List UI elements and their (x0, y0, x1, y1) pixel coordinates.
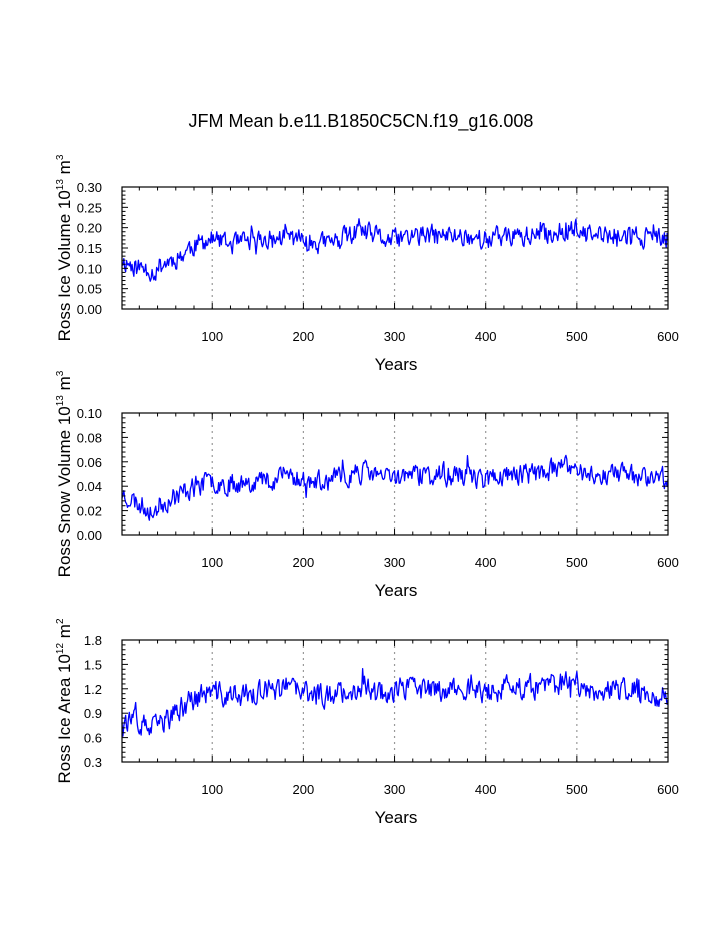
series-line-ross-snow-volume (121, 454, 669, 521)
y-tick-label: 0.00 (77, 528, 102, 543)
x-tick-label: 100 (201, 555, 223, 570)
y-tick-label: 0.02 (77, 504, 102, 519)
x-tick-label: 200 (293, 329, 315, 344)
y-tick-label: 0.20 (77, 221, 102, 236)
y-tick-label: 0.08 (77, 430, 102, 445)
y-tick-label: 0.6 (84, 731, 102, 746)
x-tick-label: 500 (566, 782, 588, 797)
x-axis-title: Years (375, 581, 418, 600)
y-tick-label: 0.30 (77, 180, 102, 195)
x-axis-title: Years (375, 808, 418, 827)
series-line-ross-ice-area (121, 668, 669, 737)
x-tick-label: 400 (475, 329, 497, 344)
y-tick-label: 0.10 (77, 406, 102, 421)
y-tick-label: 1.8 (84, 633, 102, 648)
x-tick-label: 300 (384, 555, 406, 570)
y-tick-label: 0.25 (77, 200, 102, 215)
panel-3: 100 200 300 400 500 600 0.3 0.6 0.9 1.2 1.5 1.8 Year… (55, 618, 679, 827)
y-tick-label: 0.3 (84, 755, 102, 770)
x-axis-title: Years (375, 355, 418, 374)
y-axis-title: Ross Snow Volume 1013 m3 (55, 370, 74, 577)
x-tick-label: 600 (657, 555, 679, 570)
x-tick-label: 100 (201, 329, 223, 344)
y-tick-label: 0.04 (77, 479, 102, 494)
y-tick-label: 0.15 (77, 241, 102, 256)
y-tick-label: 0.00 (77, 302, 102, 317)
panel-1: 100 200 300 400 500 600 0.00 0.05 0.10 0.15 0.20 0.… (55, 154, 679, 374)
x-tick-label: 100 (201, 782, 223, 797)
y-axis-title: Ross Ice Volume 1013 m3 (55, 154, 74, 341)
series-line-ross-ice-volume (121, 218, 669, 282)
x-tick-label: 200 (293, 555, 315, 570)
y-tick-label: 0.06 (77, 455, 102, 470)
figure-title: JFM Mean b.e11.B1850C5CN.f19_g16.008 (189, 111, 534, 132)
panel-2: 100 200 300 400 500 600 0.00 0.02 0.04 0.06 0.08 0.… (55, 370, 679, 600)
x-tick-label: 500 (566, 329, 588, 344)
x-tick-label: 400 (475, 782, 497, 797)
x-tick-label: 200 (293, 782, 315, 797)
y-tick-label: 0.9 (84, 706, 102, 721)
y-tick-label: 1.5 (84, 657, 102, 672)
x-tick-label: 300 (384, 329, 406, 344)
y-tick-label: 0.05 (77, 282, 102, 297)
x-tick-label: 300 (384, 782, 406, 797)
x-tick-label: 600 (657, 329, 679, 344)
y-axis-title: Ross Ice Area 1012 m2 (55, 618, 74, 783)
x-tick-label: 500 (566, 555, 588, 570)
y-tick-label: 1.2 (84, 682, 102, 697)
x-tick-label: 600 (657, 782, 679, 797)
x-tick-label: 400 (475, 555, 497, 570)
y-tick-label: 0.10 (77, 261, 102, 276)
